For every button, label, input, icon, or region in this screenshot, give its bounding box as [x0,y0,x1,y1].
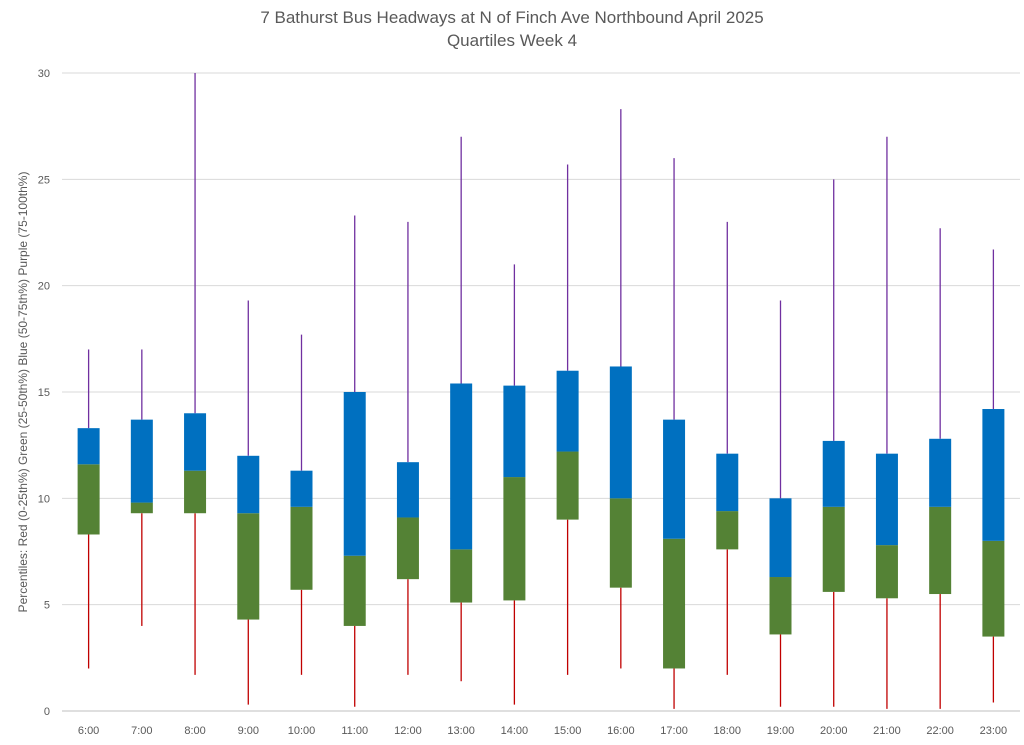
lower-box [663,538,686,669]
upper-box [982,409,1005,541]
upper-box [822,440,845,507]
y-axis-ticks: 0 5 10 15 20 25 30 [38,68,50,718]
lower-box [290,506,313,590]
lower-box [396,517,419,580]
x-tick-label: 21:00 [873,725,901,737]
upper-box [663,419,686,539]
lower-box [929,506,952,595]
x-tick-label: 7:00 [131,725,152,737]
chart-subtitle: Quartiles Week 4 [446,31,578,50]
upper-box [609,366,632,499]
x-tick-label: 22:00 [926,725,954,737]
x-tick-label: 9:00 [238,725,259,737]
chart-title-block: 7 Bathurst Bus Headways at N of Finch Av… [0,6,1024,52]
x-tick-label: 16:00 [607,725,635,737]
upper-box [130,419,153,503]
y-tick-label: 0 [44,706,50,718]
x-tick-label: 6:00 [78,725,99,737]
lower-box [875,545,898,599]
y-axis-label: Percentiles: Red (0-25th%) Green (25-50t… [16,172,30,613]
x-tick-label: 11:00 [341,725,368,737]
lower-box [343,555,366,626]
x-tick-label: 23:00 [980,725,1008,737]
x-tick-label: 19:00 [767,725,795,737]
x-tick-label: 10:00 [288,725,316,737]
y-tick-label: 5 [44,600,50,612]
lower-box [556,451,579,520]
lower-box [450,549,473,603]
upper-box [237,455,260,514]
lower-box [237,513,260,620]
lower-box [982,540,1005,637]
upper-box [769,498,792,578]
lower-box [77,464,100,535]
chart-title: 7 Bathurst Bus Headways at N of Finch Av… [260,8,764,27]
y-tick-label: 10 [38,493,50,505]
upper-box [556,370,579,452]
lower-box [184,470,207,514]
x-tick-label: 12:00 [394,725,422,737]
gridlines [62,72,1020,712]
x-tick-label: 17:00 [660,725,688,737]
x-tick-label: 18:00 [714,725,742,737]
lower-box [716,511,739,550]
upper-box [450,383,473,550]
lower-box [769,577,792,635]
upper-box [875,453,898,546]
x-axis-ticks: 6:00 7:00 8:00 9:00 10:00 11:00 12:00 13:00 14:0… [78,725,1007,737]
x-tick-label: 20:00 [820,725,848,737]
upper-box [929,438,952,507]
x-tick-label: 8:00 [184,725,205,737]
x-tick-label: 15:00 [554,725,582,737]
upper-box [290,470,313,507]
upper-box [184,413,207,471]
box-series [77,73,1005,709]
lower-box [503,477,526,601]
lower-box [130,502,153,514]
y-tick-label: 15 [38,387,50,399]
y-tick-label: 30 [38,68,50,80]
x-tick-label: 14:00 [501,725,529,737]
y-tick-label: 20 [38,281,50,293]
lower-box [609,498,632,588]
upper-box [396,462,419,518]
x-tick-label: 13:00 [447,725,475,737]
upper-box [716,453,739,512]
upper-box [343,392,366,556]
y-tick-label: 25 [38,174,50,186]
upper-box [77,428,100,465]
upper-box [503,385,526,478]
lower-box [822,506,845,592]
